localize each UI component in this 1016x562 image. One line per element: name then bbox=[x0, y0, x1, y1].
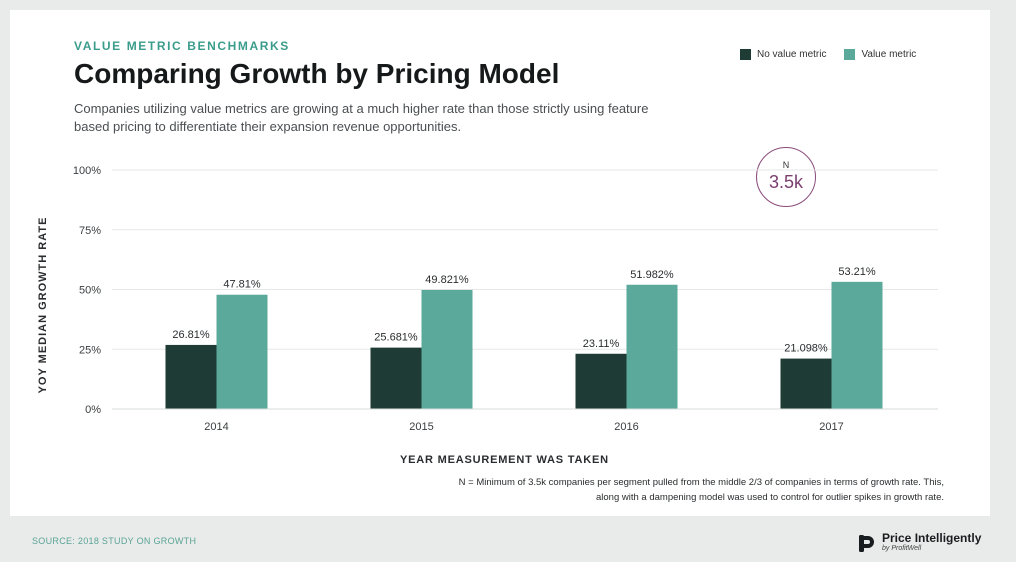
source-text: SOURCE: 2018 STUDY ON GROWTH bbox=[32, 536, 197, 546]
chart-subtitle: Companies utilizing value metrics are gr… bbox=[74, 101, 649, 134]
bar-value-metric bbox=[626, 284, 678, 409]
data-label: 21.098% bbox=[784, 343, 828, 355]
x-axis-label: YEAR MEASUREMENT WAS TAKEN bbox=[400, 454, 609, 466]
legend-label-value-metric: Value metric bbox=[861, 49, 917, 60]
bar-value-metric bbox=[421, 289, 473, 409]
y-tick-label: 100% bbox=[73, 165, 101, 177]
bar-no-value-metric bbox=[165, 344, 217, 409]
data-label: 49.821% bbox=[425, 274, 469, 286]
data-label: 25.681% bbox=[374, 332, 418, 344]
brand-name: Price Intelligently bbox=[882, 531, 982, 545]
y-tick-label: 75% bbox=[79, 225, 101, 237]
y-tick-label: 25% bbox=[79, 344, 101, 356]
badge-value: 3.5k bbox=[768, 172, 804, 192]
data-label: 53.21% bbox=[838, 266, 876, 278]
y-axis-label: YOY MEDIAN GROWTH RATE bbox=[37, 216, 49, 394]
legend-swatch-no-value-metric bbox=[740, 49, 751, 60]
x-tick-label: 2017 bbox=[819, 421, 843, 433]
legend-item-no-value-metric: No value metric bbox=[740, 49, 826, 60]
bar-no-value-metric bbox=[780, 358, 832, 409]
brand-logo-icon bbox=[859, 535, 874, 552]
legend-label-no-value-metric: No value metric bbox=[757, 49, 827, 60]
x-tick-label: 2014 bbox=[204, 421, 228, 433]
badge-label: N bbox=[782, 160, 790, 170]
data-label: 47.81% bbox=[223, 279, 261, 291]
footnote: N = Minimum of 3.5k companies per segmen… bbox=[458, 477, 944, 503]
legend: No value metric Value metric bbox=[740, 49, 934, 60]
y-tick-label: 50% bbox=[79, 285, 101, 297]
brand-logo-block: Price Intelligently by ProfitWell bbox=[858, 532, 981, 554]
chart-title: Comparing Growth by Pricing Model bbox=[74, 58, 560, 89]
data-label: 51.982% bbox=[630, 269, 674, 281]
x-tick-label: 2016 bbox=[614, 421, 638, 433]
brand-subtitle: by ProfitWell bbox=[882, 545, 922, 552]
bar-no-value-metric bbox=[575, 353, 627, 409]
x-tick-label: 2015 bbox=[409, 421, 433, 433]
chart-kicker: VALUE METRIC BENCHMARKS bbox=[74, 39, 290, 53]
bar-value-metric bbox=[831, 281, 883, 409]
data-label: 23.11% bbox=[583, 338, 620, 350]
bar-value-metric bbox=[216, 294, 268, 409]
bar-no-value-metric bbox=[370, 347, 422, 409]
sample-size-badge: N 3.5k bbox=[756, 147, 816, 207]
y-tick-label: 0% bbox=[85, 404, 101, 416]
data-label: 26.81% bbox=[172, 329, 210, 341]
legend-item-value-metric: Value metric bbox=[844, 49, 916, 60]
legend-swatch-value-metric bbox=[844, 49, 856, 60]
chart-card bbox=[10, 10, 990, 516]
